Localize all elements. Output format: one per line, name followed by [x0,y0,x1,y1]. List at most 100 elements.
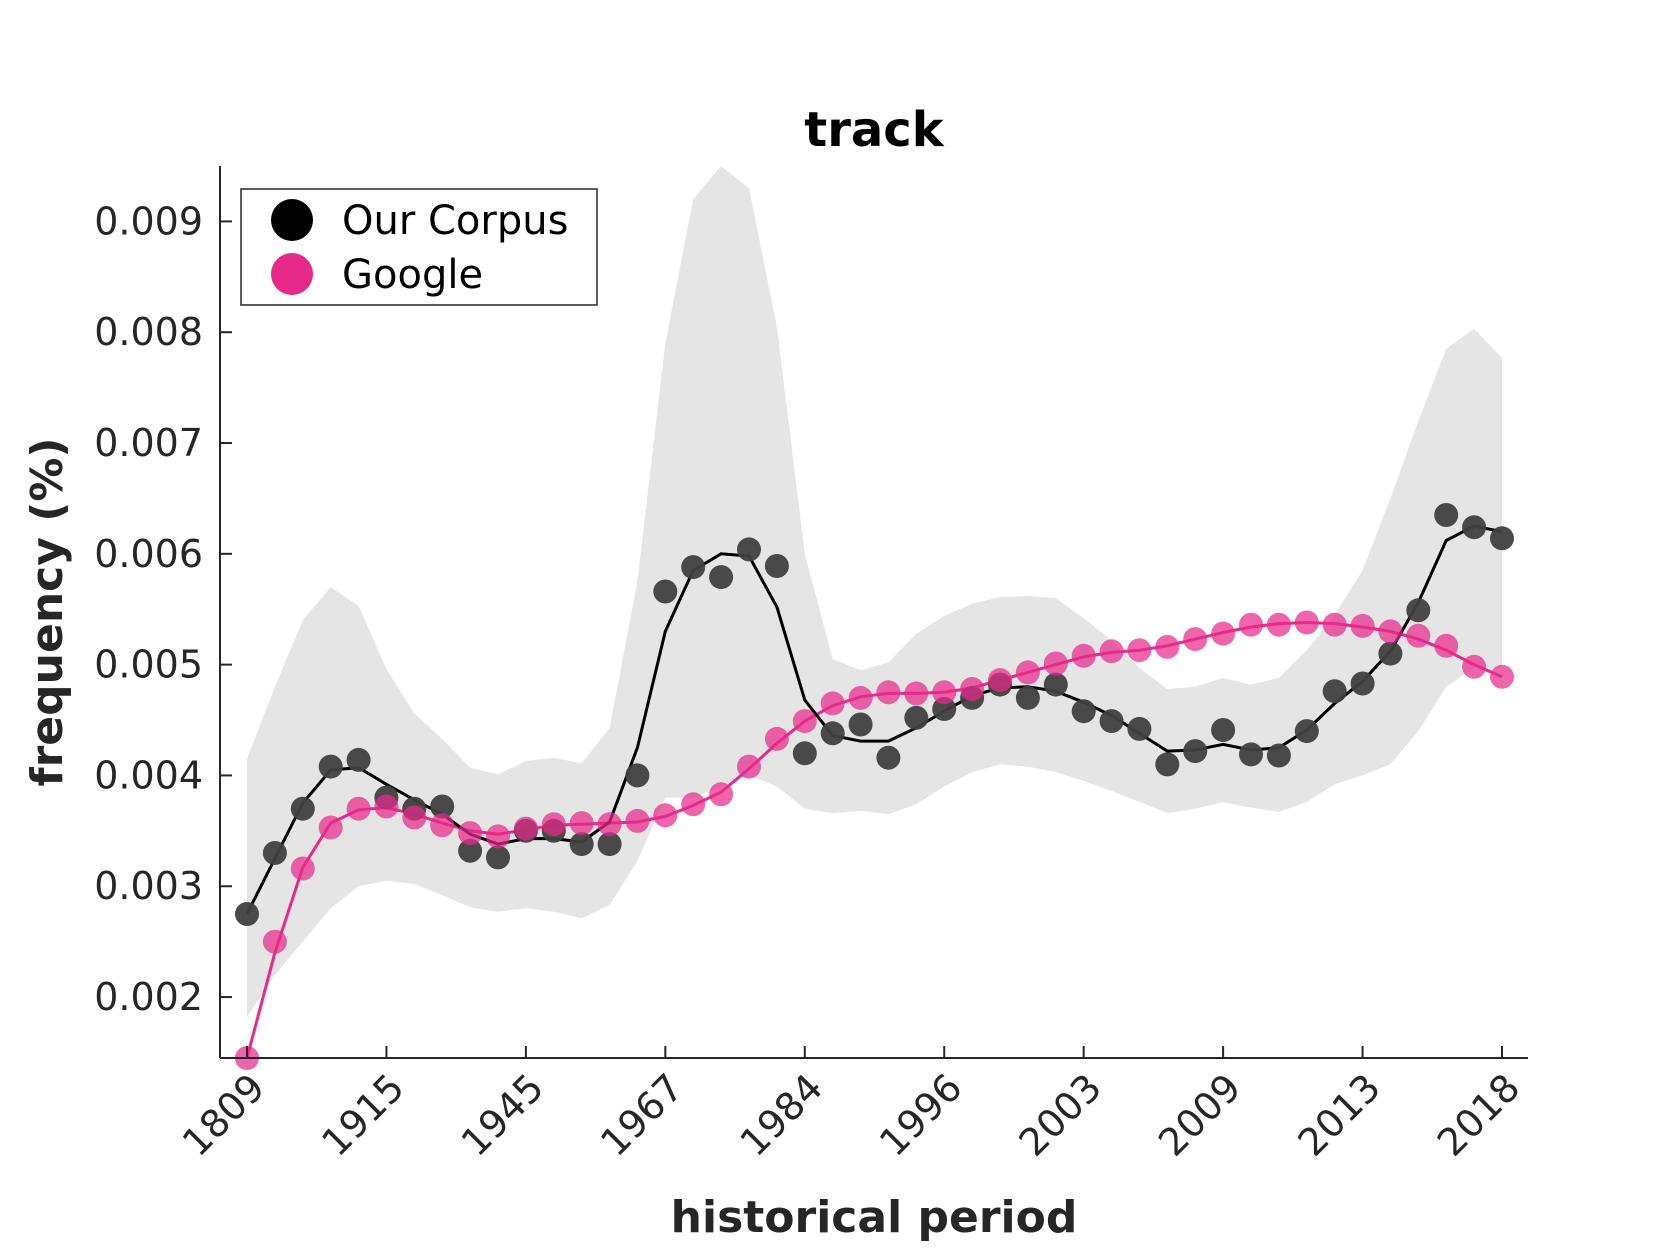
point-google [486,824,510,849]
point-google [792,709,817,734]
point-google [709,782,734,807]
point-google [541,812,566,837]
point-our-corpus [1462,515,1487,540]
point-our-corpus [430,794,455,819]
point-google [1350,613,1375,638]
x-ticks: 1809 1915 1945 1967 1984 1996 2003 2009 2013 2018 [174,1046,1528,1165]
corpus-line-layer [245,524,1503,915]
point-our-corpus [932,697,957,721]
point-google [653,803,678,828]
series-line-our-corpus [245,524,1503,915]
point-our-corpus [709,565,734,590]
point-our-corpus [235,902,259,926]
x-axis-title: historical period [671,1192,1078,1243]
point-google [1378,619,1403,644]
point-our-corpus [569,832,594,857]
y-tick-label: 0.002 [94,975,203,1019]
point-our-corpus [848,712,873,737]
point-google [1462,654,1487,679]
point-google [430,813,455,838]
point-google [1239,612,1263,637]
y-axis-title: frequency (%) [22,437,73,786]
y-tick-label: 0.003 [94,864,203,908]
point-our-corpus [1155,752,1180,777]
point-google [848,685,873,710]
point-google [1434,633,1459,658]
point-google [932,680,957,705]
point-our-corpus [625,763,650,788]
point-our-corpus [1434,503,1459,527]
point-our-corpus [764,554,789,578]
point-google [402,805,427,830]
point-our-corpus [1099,709,1124,734]
x-tick-label: 1809 [174,1065,274,1165]
point-our-corpus [1266,743,1291,768]
x-tick-label: 1996 [871,1065,971,1165]
point-google [1406,623,1431,648]
point-google [960,677,985,701]
point-our-corpus [262,841,287,865]
point-google [1294,610,1319,635]
point-our-corpus [290,796,315,821]
point-google [904,681,929,706]
point-google [262,929,287,954]
point-our-corpus [1294,719,1319,744]
point-our-corpus [1071,699,1096,724]
point-our-corpus [681,555,706,580]
point-google [988,668,1012,693]
point-our-corpus [792,741,817,766]
y-tick-label: 0.007 [94,421,203,465]
point-google [1266,612,1291,637]
point-our-corpus [876,745,901,770]
confidence-band [247,166,1502,1017]
chart-title: track [804,102,944,158]
point-google [1322,612,1347,637]
y-tick-label: 0.009 [94,199,203,243]
point-google [820,691,845,716]
point-google [1043,651,1068,676]
point-our-corpus [904,705,929,730]
point-our-corpus [1015,685,1040,710]
legend-label-google: Google [342,252,483,298]
point-google [1015,660,1040,685]
point-google [681,792,706,817]
point-google [374,794,399,819]
y-tick-label: 0.004 [94,753,203,797]
point-our-corpus [1211,718,1236,742]
point-google [1071,643,1096,668]
x-tick-label: 1915 [313,1065,413,1165]
point-google [1127,638,1152,663]
point-google [625,808,650,833]
x-tick-label: 1984 [732,1065,832,1165]
point-our-corpus [653,579,678,604]
point-google [290,856,315,881]
legend: Our Corpus Google [240,188,598,306]
google-points-layer [235,610,1514,1070]
point-google [1490,664,1514,689]
y-ticks: 0.002 0.003 0.004 0.005 0.006 0.007 0.008 0.009 [94,199,232,1019]
point-google [346,796,371,821]
point-google [737,754,761,779]
point-our-corpus [318,754,343,779]
point-google [318,815,343,840]
point-google [458,821,483,846]
x-tick-label: 2003 [1011,1065,1111,1165]
point-google [597,812,622,837]
point-our-corpus [1350,671,1375,696]
point-google [1183,627,1208,652]
point-google [764,726,789,751]
point-our-corpus [597,832,622,857]
point-our-corpus [458,838,483,863]
x-tick-label: 2009 [1150,1065,1250,1165]
google-line-layer [245,620,1503,1059]
y-tick-label: 0.005 [94,643,203,687]
point-our-corpus [1378,641,1403,666]
point-our-corpus [1239,742,1263,767]
legend-label-our-corpus: Our Corpus [342,198,568,244]
x-tick-label: 2013 [1289,1065,1389,1165]
point-our-corpus [1406,598,1431,623]
legend-marker-google [271,253,313,295]
point-our-corpus [346,747,371,772]
point-our-corpus [820,721,845,746]
point-google [1099,639,1124,664]
